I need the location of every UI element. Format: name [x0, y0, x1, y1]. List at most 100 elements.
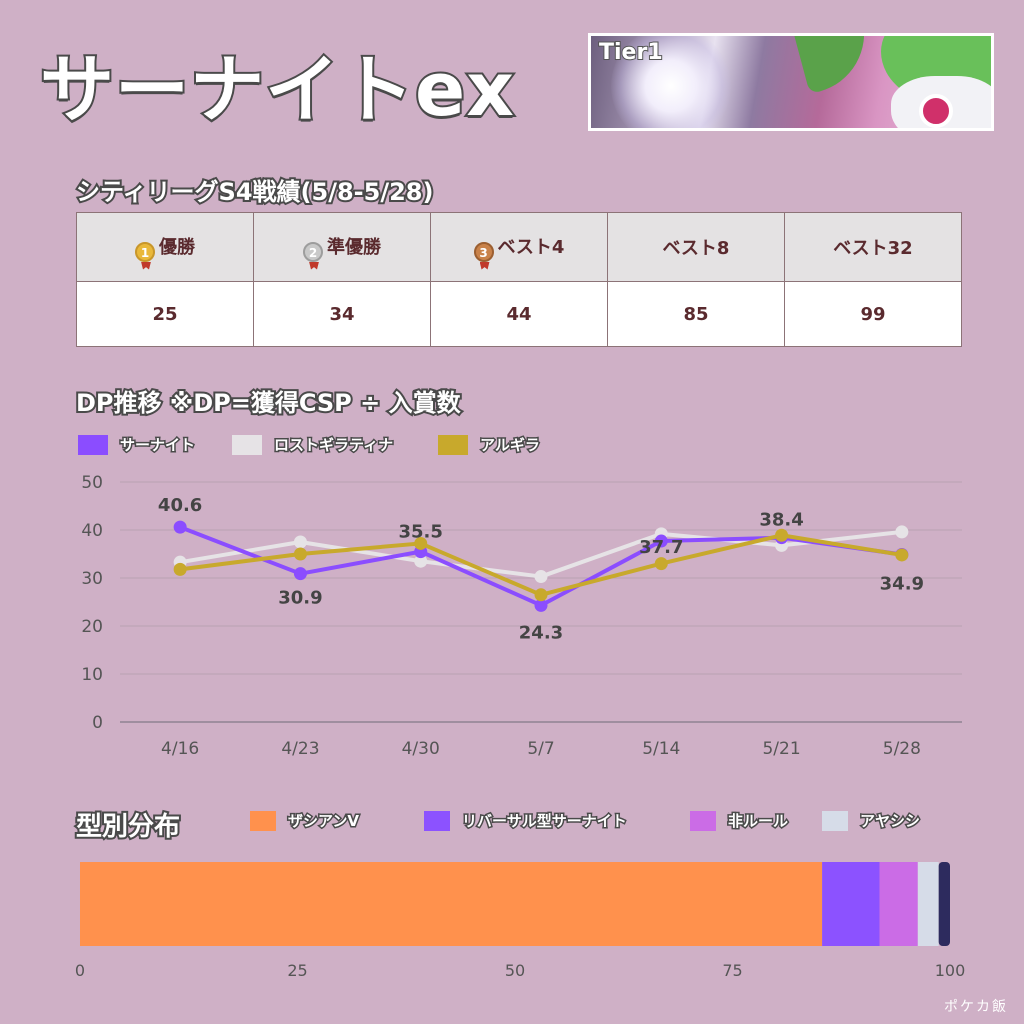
x-tick-label: 5/14 [642, 739, 680, 759]
legend-swatch [250, 810, 276, 831]
data-label: 35.5 [399, 522, 443, 543]
legend-swatch [690, 810, 716, 831]
data-point [293, 567, 307, 581]
value-best8: 85 [607, 281, 785, 347]
col-label: ベスト4 [497, 236, 565, 258]
col-header-best32: ベスト32 [784, 212, 962, 282]
legend-label: 非ルール [726, 811, 789, 832]
col-header-winner: 1 優勝 [76, 212, 254, 282]
data-label: 40.6 [158, 495, 202, 516]
legend-swatch [424, 810, 450, 831]
data-point [775, 528, 789, 542]
series-line [179, 533, 903, 597]
value-best32: 99 [784, 281, 962, 347]
gold-medal-icon: 1 [135, 241, 155, 262]
data-point [654, 534, 668, 548]
results-title: シティリーグS4戦績(5/8-5/28) [74, 176, 435, 208]
y-tick-label: 20 [81, 617, 103, 637]
y-tick-label: 0 [92, 713, 103, 733]
col-header-best4: 3 ベスト4 [430, 212, 608, 282]
results-header-row: 1 優勝 2 準優勝 3 ベスト4 ベスト8 ベスト32 [76, 212, 962, 282]
bar-segment [822, 862, 880, 946]
legend-item-zacian: ザシアンV [250, 810, 361, 832]
data-label: 30.9 [278, 588, 322, 609]
y-tick-label: 30 [81, 569, 103, 589]
x-tick-label: 0 [75, 961, 85, 980]
legend-item-non-rule: 非ルール [690, 810, 790, 832]
data-point [414, 536, 428, 550]
y-tick-label: 10 [81, 665, 103, 685]
series-line [179, 525, 903, 608]
tier-label: Tier1 [598, 39, 664, 66]
x-tick-label: 75 [722, 961, 742, 980]
x-tick-label: 50 [505, 961, 525, 980]
data-point [775, 531, 789, 545]
data-point [895, 548, 909, 562]
results-table: 1 優勝 2 準優勝 3 ベスト4 ベスト8 ベスト32 25 34 44 85 99 [76, 212, 962, 347]
data-point [173, 562, 187, 576]
data-point [293, 535, 307, 549]
legend-item-gardevoir: サーナイト [78, 434, 197, 456]
leaf-graphic [794, 36, 878, 95]
value-runner-up: 34 [253, 281, 431, 347]
data-point [534, 588, 548, 602]
col-header-runner-up: 2 準優勝 [253, 212, 431, 282]
x-tick-label: 4/23 [281, 739, 319, 759]
x-tick-label: 5/7 [527, 739, 554, 759]
legend-item-reversal: リバーサル型サーナイト [424, 810, 629, 832]
type-distribution-title: 型別分布 [74, 810, 182, 844]
legend-item-ayashishi: アヤシシ [822, 810, 922, 832]
data-label: 24.3 [519, 622, 563, 643]
legend-label: アルギラ [479, 435, 542, 456]
x-tick-label: 4/16 [161, 739, 199, 759]
legend-item-lost-giratina: ロストギラティナ [232, 434, 395, 456]
x-tick-label: 5/28 [883, 739, 921, 759]
credit-text: ポケカ飯 [944, 999, 1008, 1015]
gardevoir-eye-graphic [919, 94, 953, 128]
silver-medal-icon: 2 [303, 241, 323, 262]
data-point [173, 555, 187, 569]
dp-chart-title: DP推移 ※DP=獲得CSP ÷ 入賞数 [74, 387, 463, 419]
data-point [654, 527, 668, 541]
data-point [654, 557, 668, 571]
legend-label: ロストギラティナ [272, 435, 394, 456]
card-banner-image: Tier1 [588, 33, 994, 131]
y-tick-label: 40 [81, 521, 103, 541]
data-label: 34.9 [880, 573, 924, 594]
data-point [775, 538, 789, 552]
series-line [179, 529, 903, 579]
legend-label: サーナイト [118, 435, 196, 456]
legend-swatch [822, 810, 848, 831]
col-header-best8: ベスト8 [607, 212, 785, 282]
legend-item-arugira: アルギラ [438, 434, 542, 456]
bar-segment [80, 862, 823, 946]
x-tick-label: 100 [935, 961, 966, 980]
data-point [173, 520, 187, 534]
x-tick-label: 25 [287, 961, 307, 980]
data-label: 37.7 [639, 537, 683, 558]
value-winner: 25 [76, 281, 254, 347]
legend-swatch [232, 434, 262, 455]
legend-swatch [78, 434, 108, 455]
x-tick-label: 4/30 [402, 739, 440, 759]
data-point [414, 545, 428, 559]
data-label: 38.4 [759, 510, 803, 531]
data-point [534, 598, 548, 612]
data-point [895, 547, 909, 561]
energy-burst-graphic [611, 36, 731, 128]
page-title: サーナイトex [38, 45, 516, 135]
bronze-medal-icon: 3 [473, 241, 494, 262]
y-tick-label: 50 [81, 473, 103, 493]
legend-label: アヤシシ [858, 811, 921, 832]
legend-label: ザシアンV [286, 811, 360, 832]
results-value-row: 25 34 44 85 99 [76, 281, 962, 347]
bar-segment [938, 862, 950, 946]
data-point [895, 525, 909, 539]
value-best4: 44 [430, 281, 608, 347]
data-point [414, 554, 428, 568]
data-point [534, 570, 548, 584]
legend-label: リバーサル型サーナイト [461, 811, 629, 832]
x-tick-label: 5/21 [762, 739, 800, 759]
